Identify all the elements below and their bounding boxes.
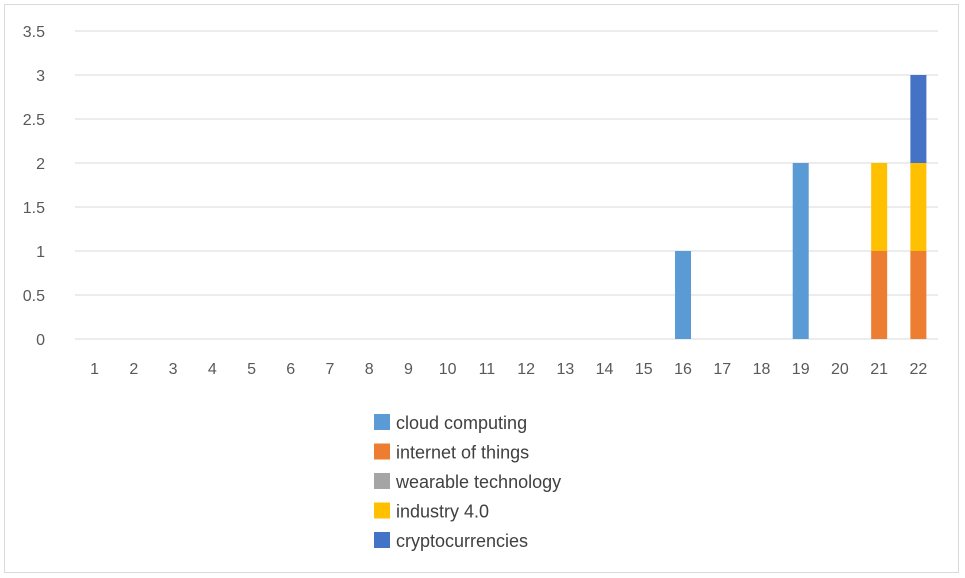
bar-segment [871,251,888,339]
x-axis-ticks: 1 2 3 4 5 6 7 8 9 10 11 12 13 14 15 16 17 18 19 20 21 22 [90,361,927,378]
y-axis-ticks: 0 0.5 1 1.5 2 2.5 3 3.5 [23,24,45,349]
legend-label: wearable technology [395,472,561,492]
x-tick-label: 3 [169,361,178,378]
x-tick-label: 5 [247,361,256,378]
x-tick-label: 10 [439,361,457,378]
x-tick-label: 8 [365,361,374,378]
legend-swatch [374,532,390,548]
legend-swatch [374,502,390,519]
x-tick-label: 14 [596,361,614,378]
x-tick-label: 15 [635,361,653,378]
x-tick-label: 19 [792,361,810,378]
bar-segment [675,251,692,339]
x-tick-label: 2 [129,361,138,378]
x-tick-label: 4 [208,361,217,378]
legend-label: industry 4.0 [396,502,489,522]
bar-segment [910,163,927,251]
bars [675,75,927,339]
y-tick-label: 1 [36,244,45,261]
x-tick-label: 11 [479,361,496,378]
bar-segment [871,163,888,251]
legend-label: cloud computing [396,413,527,433]
x-tick-label: 13 [556,361,574,378]
x-tick-label: 16 [674,361,692,378]
y-tick-label: 0 [36,332,45,349]
x-tick-label: 20 [831,361,849,378]
bar-segment [910,251,927,339]
x-tick-label: 12 [517,361,535,378]
x-tick-label: 22 [909,361,927,378]
y-tick-label: 0.5 [23,288,45,305]
legend-swatch [374,443,390,460]
x-tick-label: 6 [286,361,295,378]
bar-segment [792,163,809,339]
x-tick-label: 18 [753,361,771,378]
legend-label: internet of things [396,443,529,463]
legend: cloud computing internet of things wearabl… [374,413,561,551]
x-tick-label: 1 [90,361,99,378]
y-tick-label: 3 [36,68,45,85]
legend-swatch [374,473,390,489]
legend-label: cryptocurrencies [396,531,528,551]
x-tick-label: 17 [713,361,731,378]
x-tick-label: 7 [326,361,335,378]
x-tick-label: 21 [870,361,888,378]
y-tick-label: 2.5 [23,112,45,129]
y-tick-label: 1.5 [23,200,45,217]
bar-segment [910,75,927,163]
x-tick-label: 9 [404,361,413,378]
y-tick-label: 3.5 [23,24,45,41]
y-tick-label: 2 [36,156,45,173]
legend-swatch [374,414,390,430]
